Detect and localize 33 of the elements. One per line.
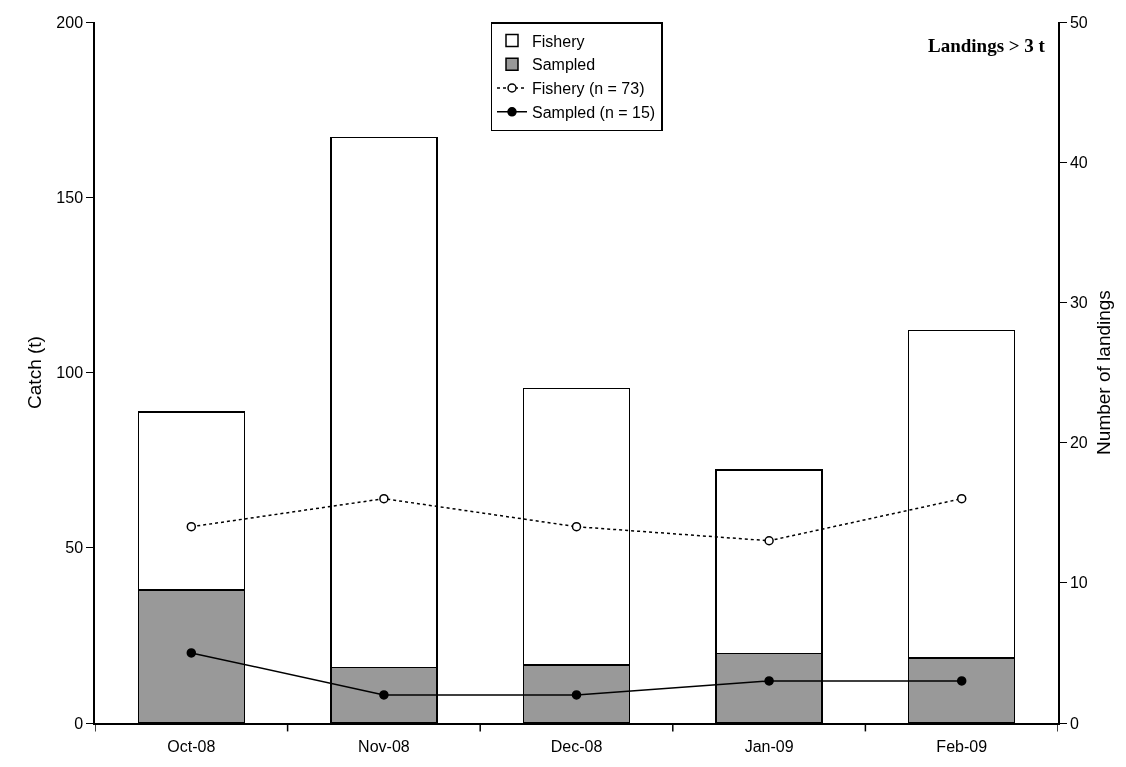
y2-tick-label: 30 [1069, 294, 1088, 311]
legend-label: Fishery (n = 73) [532, 80, 645, 98]
point [571, 690, 582, 700]
point [764, 676, 774, 686]
y-tick-label: 200 [56, 13, 84, 31]
annotation: Landings > 3 t [928, 35, 1046, 56]
x-tick-label: Jan-09 [744, 737, 794, 755]
y-axis-title: Catch (t) [23, 336, 45, 409]
point [764, 535, 774, 546]
point [379, 690, 389, 700]
y2-tick-label: 50 [1069, 13, 1088, 31]
point [956, 493, 967, 504]
y2-axis-title: Number of landings [1093, 290, 1115, 455]
y-tick-label: 0 [74, 714, 84, 732]
point [571, 521, 582, 532]
x-tick-label: Feb-09 [936, 737, 988, 755]
point [186, 648, 197, 658]
y2-tick-label: 40 [1069, 153, 1088, 171]
point [379, 493, 389, 504]
point [956, 676, 967, 686]
y-tick-label: 150 [56, 188, 84, 206]
y-tick-label: 50 [65, 539, 84, 557]
y2-tick-label: 10 [1069, 574, 1088, 592]
x-tick-label: Nov-08 [358, 737, 410, 755]
point [186, 521, 197, 532]
y2-tick-label: 20 [1069, 434, 1088, 452]
legend-label: Sampled [532, 56, 596, 74]
legend-label: Sampled (n = 15) [532, 104, 656, 122]
legend-label: Fishery [532, 32, 585, 50]
x-tick-label: Oct-08 [167, 737, 216, 755]
y2-tick-label: 0 [1069, 714, 1079, 732]
x-tick-label: Dec-08 [550, 737, 603, 755]
y-tick-label: 100 [56, 364, 84, 382]
